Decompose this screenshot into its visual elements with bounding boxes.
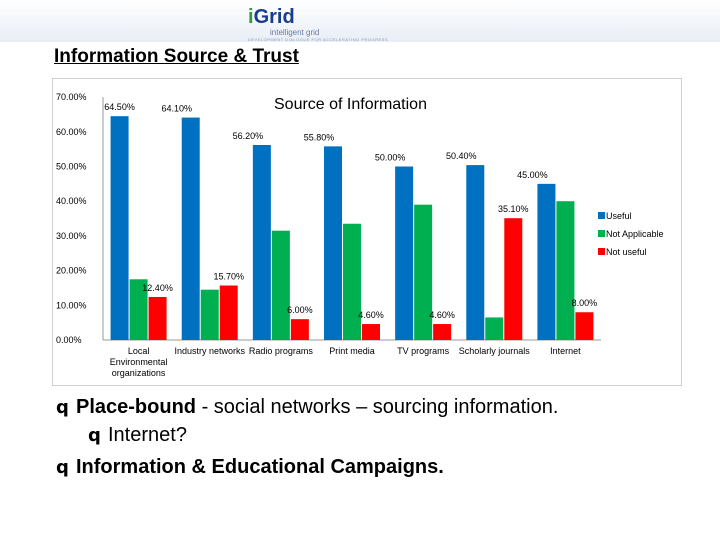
bar <box>219 285 238 340</box>
data-label: 6.00% <box>287 305 313 315</box>
logo-small-print: DEVELOPMENT DIALOGUE FOR ACCELERATING PR… <box>248 37 388 42</box>
legend-swatch <box>598 248 605 255</box>
data-label: 64.10% <box>161 104 192 114</box>
bullet-text: Internet? <box>108 424 187 446</box>
igrid-logo: iGrid intelligent grid DEVELOPMENT DIALO… <box>248 6 388 42</box>
data-label: 50.40% <box>446 151 477 161</box>
data-label: 15.70% <box>213 272 244 282</box>
data-label: 56.20% <box>233 131 264 141</box>
bullet-marker-icon: q <box>56 397 69 418</box>
x-category-label: Radio programs <box>249 346 314 356</box>
y-tick-label: 60.00% <box>56 127 87 137</box>
x-category-label: Industry networks <box>174 346 245 356</box>
bar <box>200 289 219 340</box>
bar <box>537 183 556 340</box>
bar <box>362 324 380 340</box>
x-category-label: Environmental <box>110 357 168 367</box>
y-tick-label: 30.00% <box>56 231 87 241</box>
data-label: 64.50% <box>104 102 135 112</box>
logo-prefix: i <box>248 6 254 28</box>
bar <box>148 296 167 340</box>
bar <box>395 166 414 340</box>
bar <box>271 230 290 340</box>
bar <box>433 324 452 340</box>
legend-label: Not Applicable <box>606 229 664 239</box>
legend-label: Not useful <box>606 247 647 257</box>
bullet-item: q Internet? <box>88 424 187 447</box>
chart-title: Source of Information <box>274 96 427 113</box>
y-tick-label: 50.00% <box>56 162 87 172</box>
bar <box>343 223 361 340</box>
data-label: 55.80% <box>304 132 335 142</box>
bar <box>556 201 575 340</box>
legend-label: Useful <box>606 211 632 221</box>
x-category-label: Internet <box>550 346 581 356</box>
y-tick-label: 0.00% <box>56 335 82 345</box>
bar <box>504 218 523 340</box>
data-label: 8.00% <box>572 298 598 308</box>
bullet-marker-icon: q <box>88 425 101 446</box>
bullet-marker-icon: q <box>56 457 69 478</box>
y-tick-label: 70.00% <box>56 92 87 102</box>
y-tick-label: 40.00% <box>56 196 87 206</box>
bullet-bold-text: Information & Educational Campaigns. <box>76 456 444 478</box>
x-category-label: Local <box>128 346 150 356</box>
bar <box>110 116 129 340</box>
bar <box>414 204 433 340</box>
header-band <box>0 0 720 42</box>
data-label: 45.00% <box>517 170 548 180</box>
bar <box>575 312 594 340</box>
y-tick-label: 20.00% <box>56 266 87 276</box>
logo-main-text: Grid <box>253 6 295 28</box>
x-category-label: Print media <box>329 346 375 356</box>
bar <box>485 317 504 340</box>
bar <box>290 319 309 340</box>
data-label: 12.40% <box>142 283 173 293</box>
bullet-item: q Place-bound - social networks – sourcin… <box>56 396 558 419</box>
legend-swatch <box>598 230 605 237</box>
logo-wordmark: iGrid <box>248 6 295 29</box>
y-tick-label: 10.00% <box>56 300 87 310</box>
bar <box>252 144 271 340</box>
data-label: 4.60% <box>429 310 455 320</box>
legend-swatch <box>598 212 605 219</box>
bar <box>129 279 148 340</box>
bar <box>181 117 200 340</box>
bullet-item: q Information & Educational Campaigns. <box>56 456 444 479</box>
bar <box>466 165 485 340</box>
logo-tagline: intelligent grid <box>270 28 320 37</box>
data-label: 4.60% <box>358 310 384 320</box>
x-category-label: organizations <box>112 368 166 378</box>
bullet-bold-text: Place-bound <box>76 396 197 418</box>
x-category-label: Scholarly journals <box>459 346 531 356</box>
slide-title: Information Source & Trust <box>54 46 299 67</box>
data-label: 50.00% <box>375 153 406 163</box>
bar <box>324 146 342 340</box>
chart-frame: 0.00% 10.00% 20.00% 30.00% 40.00% 50.00% 60.00… <box>52 78 682 386</box>
x-category-label: TV programs <box>397 346 450 356</box>
bar-chart: 0.00% 10.00% 20.00% 30.00% 40.00% 50.00% 60.00… <box>56 92 664 378</box>
data-label: 35.10% <box>498 204 529 214</box>
bullet-text: - social networks – sourcing information… <box>196 396 559 418</box>
